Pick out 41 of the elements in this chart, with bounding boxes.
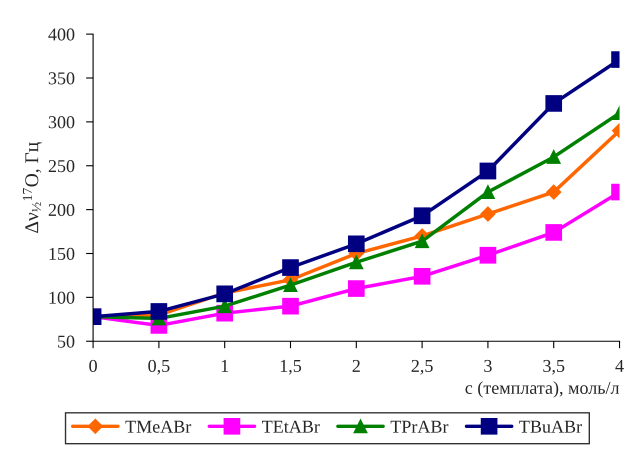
x-tick-label: 4 (615, 360, 624, 372)
x-tick-label: 2,5 (412, 360, 433, 375)
point (282, 259, 299, 276)
point (546, 150, 561, 164)
y-tick-label: 200 (48, 204, 74, 216)
point (545, 224, 562, 241)
legend-label: TMeABr (125, 420, 192, 433)
y-tick-label: 400 (48, 28, 74, 41)
legend-label: TBuABr (519, 420, 582, 433)
point (480, 246, 496, 264)
y-tick-label: 250 (48, 160, 74, 172)
x-tick-label: 2 (352, 360, 360, 372)
point (282, 298, 299, 314)
y-tick-label: 300 (48, 116, 74, 128)
x-tick-label: 1,5 (280, 360, 302, 375)
y-tick-label: 100 (50, 292, 74, 304)
point (348, 280, 365, 297)
point (284, 278, 298, 292)
y-axis-title: Δν$_{½}$$^{17}$O, Гц (22, 142, 42, 233)
x-tick-label: 0,5 (148, 360, 170, 375)
y-tick-label: 50 (58, 336, 74, 348)
point (349, 255, 364, 270)
point (480, 206, 496, 222)
x-tick-label: 3 (484, 360, 492, 372)
x-tick-label: 0 (89, 360, 97, 372)
point (480, 162, 496, 180)
legend-label: TEtABr (262, 420, 320, 433)
point (415, 234, 430, 248)
x-axis-title: c (темплата), моль/л (465, 381, 620, 398)
y-tick-label: 150 (50, 248, 74, 260)
point (545, 95, 562, 112)
point (348, 236, 365, 252)
y-tick-label: 350 (48, 72, 74, 84)
point (414, 207, 430, 224)
legend-label: TPrABr (390, 420, 448, 433)
point (414, 268, 430, 285)
point (480, 185, 495, 200)
x-tick-label: 1 (222, 360, 228, 372)
point (546, 184, 562, 200)
point (150, 303, 168, 320)
x-tick-label: 3,5 (543, 360, 564, 375)
